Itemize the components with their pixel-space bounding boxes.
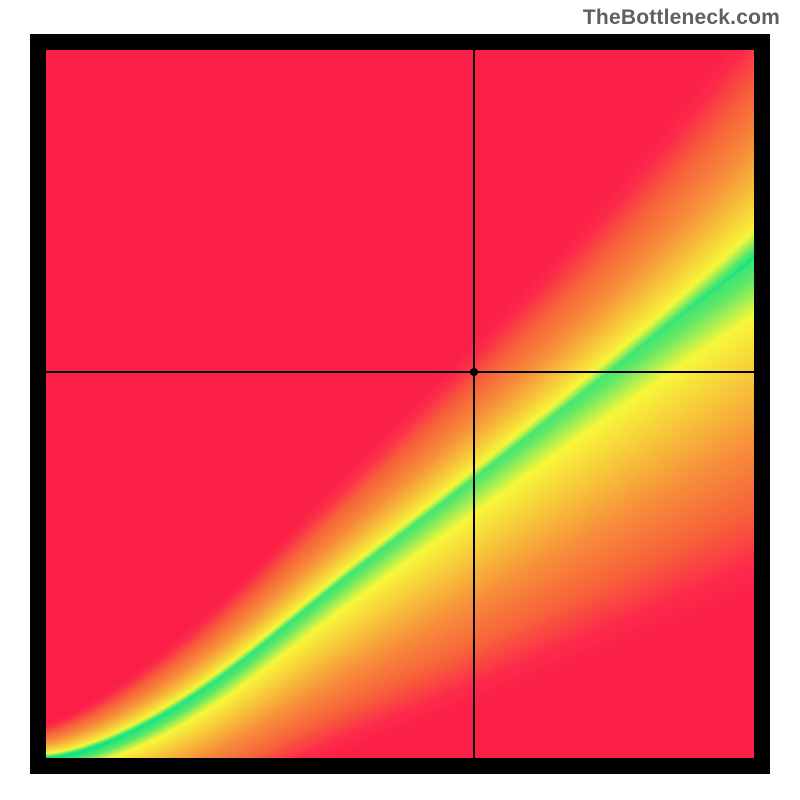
plot-frame [30, 34, 770, 774]
chart-container: TheBottleneck.com [0, 0, 800, 800]
crosshair-vertical [473, 50, 475, 758]
attribution-text: TheBottleneck.com [583, 6, 780, 30]
crosshair-marker [470, 368, 478, 376]
crosshair-horizontal [46, 371, 754, 373]
heatmap-canvas [46, 50, 754, 758]
